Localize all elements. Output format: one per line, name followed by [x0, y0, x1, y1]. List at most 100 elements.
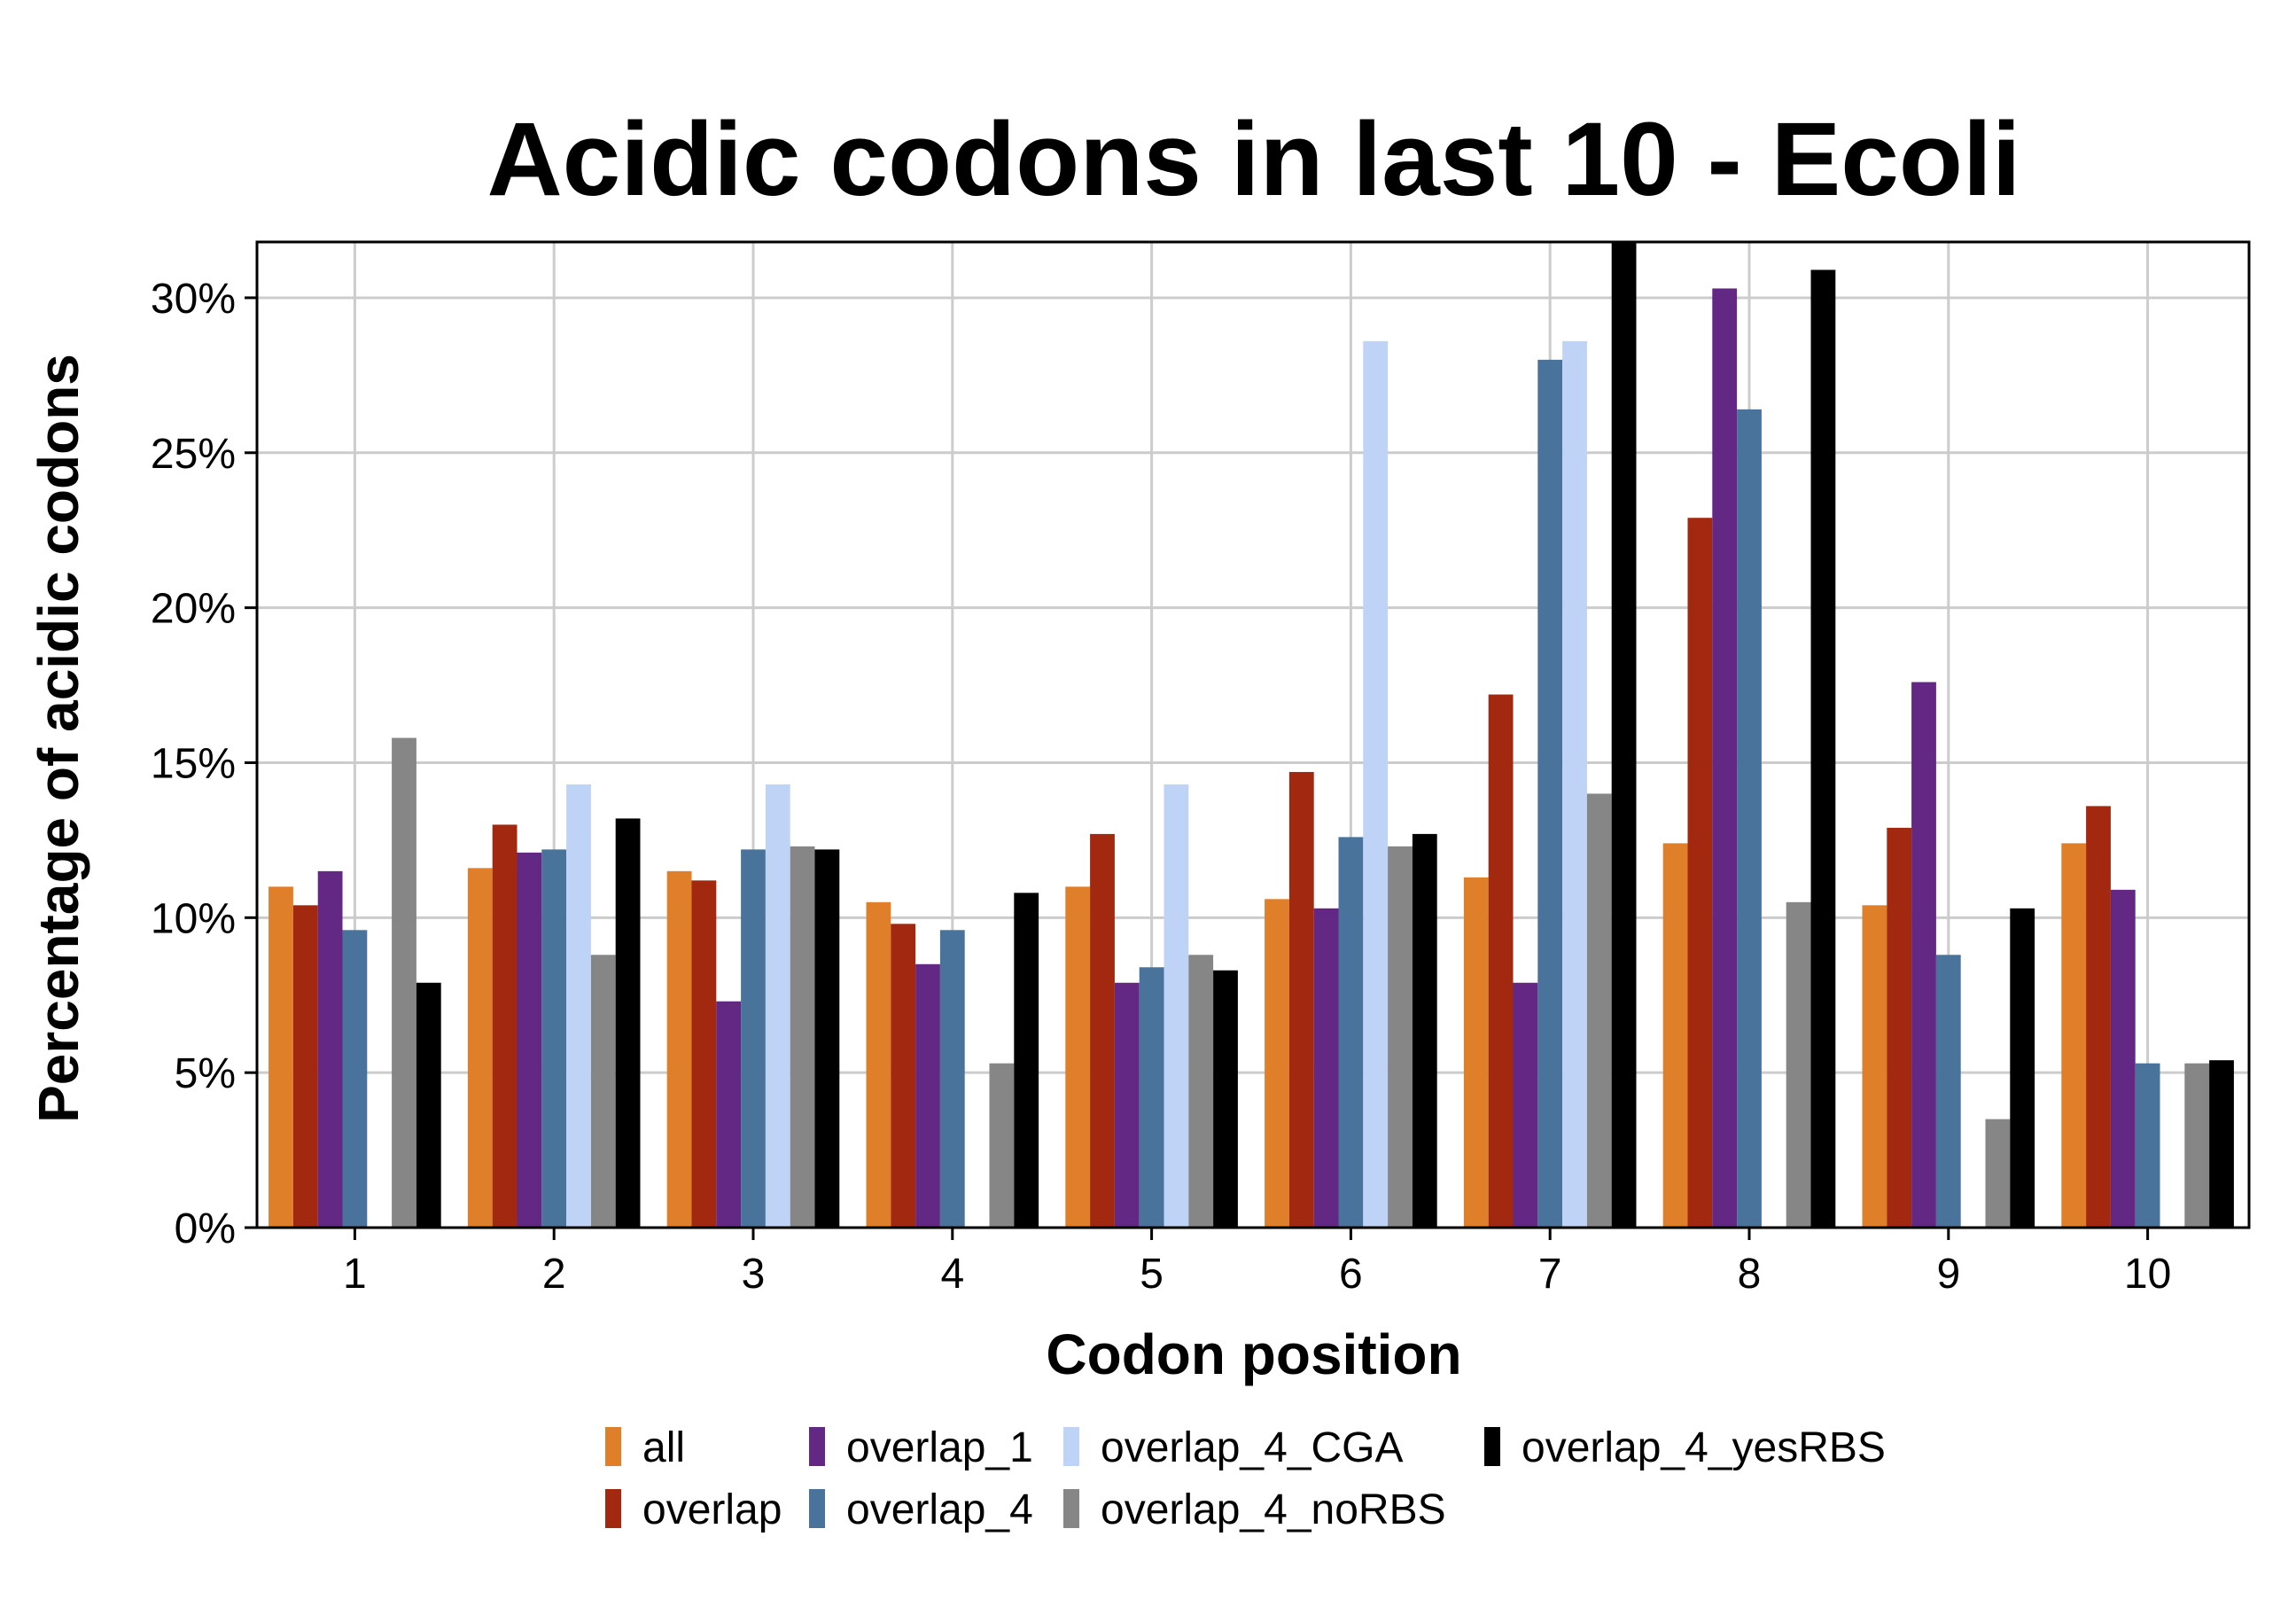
- bar-all-4: [866, 901, 891, 1228]
- bar-overlap_4-10: [2135, 1063, 2160, 1228]
- bar-overlap_4_noRBS-10: [2184, 1063, 2210, 1228]
- bar-overlap_1-2: [517, 852, 542, 1228]
- bar-overlap_4_noRBS-6: [1388, 846, 1413, 1228]
- legend-label-overlap_1: overlap_1: [846, 1424, 1033, 1471]
- bar-overlap_1-3: [716, 1001, 742, 1228]
- x-tick-label: 10: [2124, 1251, 2171, 1298]
- bar-overlap_4_CGA-2: [566, 784, 591, 1228]
- legend-swatch-overlap_4_noRBS: [1063, 1489, 1079, 1528]
- bar-overlap-5: [1090, 833, 1115, 1228]
- bar-overlap_4-9: [1935, 955, 1961, 1228]
- y-tick-label: 5%: [175, 1050, 236, 1097]
- bars: [269, 242, 2234, 1228]
- bar-overlap_4-6: [1338, 837, 1364, 1228]
- bar-overlap_4-8: [1737, 409, 1762, 1228]
- bar-overlap_4_noRBS-5: [1188, 955, 1214, 1228]
- bar-all-2: [467, 868, 493, 1228]
- bar-all-10: [2061, 843, 2087, 1228]
- legend-label-overlap_4_CGA: overlap_4_CGA: [1101, 1424, 1404, 1471]
- bar-overlap_4_noRBS-8: [1786, 901, 1811, 1228]
- bar-overlap_4_CGA-6: [1363, 340, 1389, 1228]
- bar-overlap_4_CGA-7: [1562, 340, 1587, 1228]
- bar-all-3: [666, 870, 692, 1228]
- bar-overlap-3: [691, 880, 717, 1228]
- bar-overlap_4-4: [939, 930, 965, 1228]
- bar-overlap_4_CGA-5: [1164, 784, 1189, 1228]
- bar-overlap_4_noRBS-1: [392, 737, 416, 1228]
- bar-overlap_1-10: [2110, 889, 2136, 1228]
- bar-overlap_4_noRBS-7: [1586, 793, 1612, 1228]
- bar-overlap_4_noRBS-3: [790, 846, 815, 1228]
- bar-overlap-9: [1887, 827, 1912, 1228]
- bar-overlap_1-9: [1911, 682, 1936, 1228]
- x-axis-title: Codon position: [1046, 1322, 1461, 1386]
- x-tick-label: 8: [1738, 1251, 1762, 1298]
- bar-overlap_4-7: [1537, 359, 1563, 1228]
- bar-overlap_4_yesRBS-8: [1810, 269, 1836, 1228]
- bar-all-9: [1862, 905, 1887, 1228]
- x-tick-label: 7: [1538, 1251, 1562, 1298]
- legend-label-overlap_4: overlap_4: [846, 1486, 1033, 1533]
- y-tick-label: 10%: [151, 895, 236, 942]
- x-tick-label: 4: [940, 1251, 964, 1298]
- bar-overlap_1-7: [1513, 982, 1538, 1228]
- plot-area-border: [255, 240, 2251, 1229]
- bar-overlap-10: [2086, 806, 2111, 1228]
- bar-overlap_1-4: [915, 963, 940, 1228]
- bar-overlap_4_yesRBS-6: [1412, 833, 1437, 1228]
- bar-overlap_4_noRBS-9: [1985, 1119, 2011, 1228]
- bar-overlap_4_yesRBS-9: [2010, 908, 2035, 1228]
- chart-title: Acidic codons in last 10 - Ecoli: [486, 101, 2020, 218]
- bar-all-1: [269, 886, 293, 1228]
- bar-overlap_4_yesRBS-7: [1611, 242, 1637, 1228]
- x-tick-label: 5: [1140, 1251, 1164, 1298]
- bar-overlap-4: [891, 924, 916, 1228]
- bar-all-8: [1662, 843, 1688, 1228]
- bar-overlap_1-6: [1313, 908, 1339, 1228]
- x-tick-label: 9: [1936, 1251, 1960, 1298]
- legend: all overlap overlap_1 overlap_4 overlap_4_CG…: [605, 1424, 1886, 1533]
- bar-overlap_4-2: [541, 849, 567, 1228]
- bar-overlap_4_CGA-3: [765, 784, 790, 1228]
- bar-overlap_1-1: [317, 870, 343, 1228]
- bar-all-5: [1065, 886, 1091, 1228]
- bar-overlap_4_yesRBS-5: [1213, 970, 1238, 1228]
- legend-label-overlap: overlap: [642, 1486, 782, 1533]
- bar-overlap-7: [1488, 694, 1514, 1228]
- legend-label-overlap_4_noRBS: overlap_4_noRBS: [1101, 1486, 1446, 1533]
- y-tick-label: 25%: [151, 431, 236, 478]
- x-tick-label: 3: [742, 1251, 766, 1298]
- x-tick-label: 2: [542, 1251, 566, 1298]
- bar-overlap_4_yesRBS-2: [615, 818, 641, 1228]
- bar-overlap_4-5: [1139, 967, 1164, 1228]
- bar-overlap_4_yesRBS-3: [814, 849, 840, 1228]
- legend-swatch-overlap_4: [809, 1489, 825, 1528]
- bar-all-7: [1463, 877, 1489, 1228]
- bar-overlap-8: [1687, 518, 1713, 1228]
- legend-swatch-overlap_1: [809, 1427, 825, 1466]
- y-tick-label: 30%: [151, 276, 236, 323]
- bar-overlap_4_yesRBS-10: [2209, 1060, 2234, 1228]
- bar-overlap_4_noRBS-4: [989, 1063, 1015, 1228]
- axis-ticks: 0% 5% 10% 15% 20% 25% 30% 1 2 3 4 5 6 7 8 9 10: [151, 276, 2171, 1298]
- bar-overlap-1: [292, 905, 318, 1228]
- x-tick-label: 1: [343, 1251, 367, 1298]
- bar-overlap_4_noRBS-2: [590, 955, 616, 1228]
- legend-label-all: all: [642, 1424, 685, 1471]
- y-tick-label: 20%: [151, 586, 236, 633]
- bar-overlap_4-1: [342, 930, 368, 1228]
- bar-overlap_4_yesRBS-4: [1014, 893, 1039, 1228]
- y-axis-title: Percentage of acidic codons: [27, 354, 90, 1123]
- legend-swatch-all: [605, 1427, 621, 1466]
- bar-overlap_1-8: [1712, 288, 1738, 1228]
- bar-overlap_4_yesRBS-1: [416, 982, 441, 1228]
- bar-overlap_4-3: [741, 849, 766, 1228]
- legend-label-overlap_4_yesRBS: overlap_4_yesRBS: [1522, 1424, 1886, 1471]
- bar-overlap_1-5: [1114, 982, 1140, 1228]
- legend-swatch-overlap_4_yesRBS: [1484, 1427, 1500, 1466]
- bar-all-6: [1265, 899, 1289, 1228]
- x-tick-label: 6: [1339, 1251, 1363, 1298]
- bar-overlap-6: [1288, 771, 1314, 1228]
- legend-swatch-overlap: [605, 1489, 621, 1528]
